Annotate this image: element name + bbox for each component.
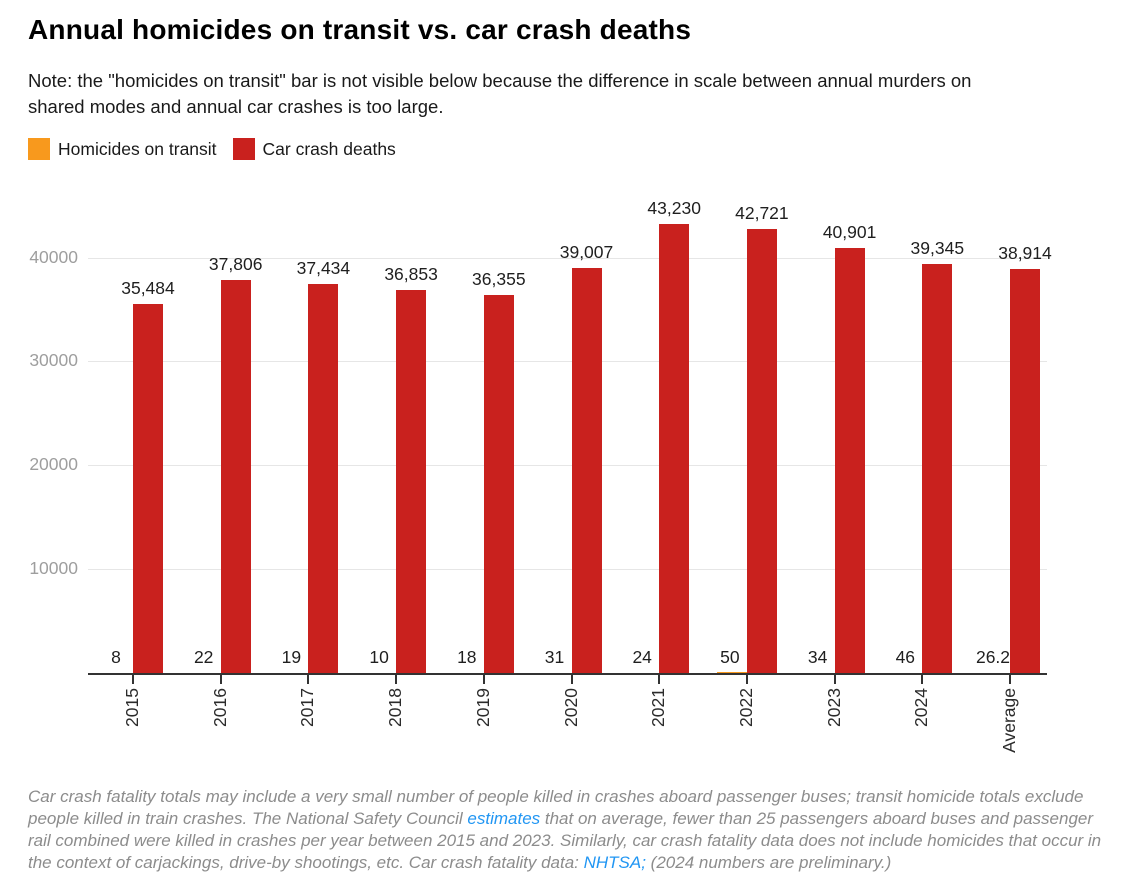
gridline — [88, 569, 1047, 571]
axis-tick — [570, 673, 573, 684]
bar-value-label-homicides: 34 — [807, 647, 828, 667]
footnote-text: (2024 numbers are preliminary.) — [645, 853, 892, 872]
x-axis-label: 2017 — [297, 688, 318, 727]
bar-value-label-homicides: 24 — [632, 647, 652, 667]
bar-car-crash-deaths — [659, 223, 690, 673]
x-axis-label: 2020 — [560, 688, 581, 727]
bar-value-label-homicides: 19 — [281, 647, 302, 667]
y-axis-label: 20000 — [29, 454, 78, 475]
bar-chart: 10000 20000 30000 40000 35,484 8 2015 37,806 22 2… — [0, 180, 1125, 780]
bar-car-crash-deaths — [834, 248, 865, 673]
bar-value-label-car-crash: 37,806 — [208, 254, 263, 275]
footnote-link[interactable]: NHTSA; — [583, 853, 646, 872]
axis-tick — [395, 673, 398, 684]
bar-value-label-car-crash: 36,853 — [384, 264, 438, 285]
bar-car-crash-deaths — [483, 295, 514, 673]
axis-tick — [132, 673, 134, 684]
footnote-text: Car crash fatality totals may include a … — [28, 787, 1084, 828]
footnote-link[interactable]: estimates — [467, 809, 541, 828]
bar-value-label-car-crash: 42,721 — [735, 203, 789, 224]
bar-car-crash-deaths — [220, 280, 251, 673]
axis-tick — [745, 673, 748, 684]
y-axis-label: 30000 — [29, 350, 78, 371]
bar-car-crash-deaths — [133, 304, 163, 673]
bar-value-label-homicides: 8 — [111, 647, 121, 667]
axis-tick — [921, 673, 924, 684]
legend-label: Homicides on transit — [58, 138, 217, 159]
legend-label: Car crash deaths — [262, 138, 396, 159]
axis-tick — [307, 673, 310, 684]
bar-value-label-homicides: 26.2 — [975, 647, 1011, 667]
bar-value-label-car-crash: 38,914 — [998, 242, 1052, 263]
gridline — [88, 257, 1047, 259]
bar-value-label-car-crash: 36,355 — [472, 269, 526, 290]
axis-tick — [833, 673, 836, 684]
axis-tick — [1009, 673, 1011, 684]
x-axis-line — [88, 673, 1047, 675]
bar-value-label-car-crash: 37,434 — [296, 258, 351, 279]
bar-value-label-car-crash: 40,901 — [822, 222, 877, 243]
footnote-text: that on average, fewer than 25 passenger… — [28, 809, 1102, 872]
x-axis-label: 2023 — [823, 688, 844, 727]
bar-car-crash-deaths — [922, 264, 953, 673]
x-axis-label: 2018 — [385, 688, 406, 727]
gridline — [88, 465, 1047, 467]
bar-value-label-homicides: 50 — [720, 647, 740, 667]
bar-value-label-homicides: 10 — [369, 647, 389, 667]
x-axis-label: 2015 — [122, 688, 142, 727]
bar-car-crash-deaths — [308, 284, 339, 673]
legend-swatch-orange-icon — [28, 138, 50, 160]
bar-value-label-homicides: 46 — [895, 647, 916, 667]
gridline — [88, 361, 1047, 363]
x-axis-label: 2021 — [648, 688, 669, 727]
x-axis-label: Average — [999, 688, 1019, 753]
x-axis-label: 2016 — [209, 688, 230, 727]
axis-tick — [482, 673, 485, 684]
bar-value-label-homicides: 31 — [544, 647, 565, 667]
axis-tick — [658, 673, 661, 684]
bar-value-label-car-crash: 43,230 — [647, 197, 701, 218]
x-axis-label: 2024 — [911, 688, 932, 727]
bar-value-label-car-crash: 35,484 — [121, 278, 175, 299]
footnote: Car crash fatality totals may include a … — [28, 786, 1106, 874]
bar-car-crash-deaths — [396, 290, 427, 673]
legend-item-car-crash: Car crash deaths — [232, 138, 396, 160]
bar-value-label-homicides: 22 — [193, 647, 214, 667]
chart-title: Annual homicides on transit vs. car cras… — [28, 14, 692, 45]
bar-value-label-car-crash: 39,345 — [910, 238, 965, 259]
x-axis-label: 2022 — [735, 688, 756, 727]
legend-item-homicides: Homicides on transit — [28, 138, 217, 160]
bar-car-crash-deaths — [746, 229, 777, 673]
bar-value-label-homicides: 18 — [457, 647, 477, 667]
bar-car-crash-deaths — [571, 267, 602, 673]
y-axis-label: 10000 — [29, 558, 78, 579]
legend-swatch-red-icon — [232, 138, 255, 160]
y-axis-label: 40000 — [29, 246, 78, 267]
chart-note: Note: the "homicides on transit" bar is … — [28, 70, 972, 117]
axis-tick — [219, 673, 222, 684]
legend: Homicides on transit Car crash deaths — [28, 138, 412, 160]
bar-car-crash-deaths — [1010, 268, 1040, 673]
bar-homicides-on-transit — [716, 672, 747, 673]
bar-value-label-car-crash: 39,007 — [559, 241, 614, 262]
x-axis-label: 2019 — [472, 688, 493, 727]
